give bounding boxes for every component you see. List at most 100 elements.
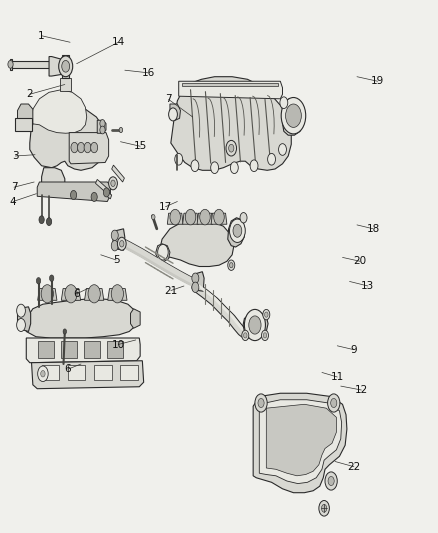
Circle shape	[100, 119, 105, 127]
Polygon shape	[32, 361, 144, 389]
Text: 7: 7	[165, 94, 172, 104]
Circle shape	[281, 98, 306, 134]
Text: 14: 14	[112, 37, 125, 47]
Text: 9: 9	[350, 345, 357, 354]
Text: 18: 18	[367, 224, 380, 234]
Circle shape	[100, 126, 105, 134]
Circle shape	[229, 144, 234, 152]
Polygon shape	[228, 218, 244, 247]
Polygon shape	[113, 229, 125, 251]
Circle shape	[46, 218, 52, 225]
Polygon shape	[112, 165, 124, 182]
Circle shape	[117, 237, 126, 251]
Circle shape	[328, 394, 340, 412]
Text: 12: 12	[355, 385, 368, 395]
Text: 13: 13	[361, 281, 374, 291]
Polygon shape	[60, 78, 71, 91]
Text: 22: 22	[347, 462, 360, 472]
Text: 7: 7	[11, 182, 18, 192]
Circle shape	[228, 260, 235, 270]
Circle shape	[230, 162, 238, 174]
Circle shape	[91, 142, 98, 153]
Polygon shape	[61, 341, 77, 358]
Polygon shape	[11, 61, 52, 68]
Circle shape	[49, 275, 54, 281]
Circle shape	[321, 504, 327, 512]
Polygon shape	[37, 182, 110, 201]
Polygon shape	[26, 299, 137, 338]
Circle shape	[119, 127, 123, 133]
Text: 17: 17	[159, 201, 172, 212]
Circle shape	[84, 142, 91, 153]
Polygon shape	[266, 405, 336, 476]
Circle shape	[62, 60, 70, 72]
Circle shape	[170, 209, 180, 225]
Circle shape	[331, 399, 337, 408]
Polygon shape	[26, 338, 140, 362]
Polygon shape	[120, 365, 138, 380]
Polygon shape	[108, 288, 127, 300]
Circle shape	[78, 142, 85, 153]
Polygon shape	[243, 312, 268, 337]
Circle shape	[152, 214, 155, 220]
Circle shape	[325, 472, 337, 490]
Circle shape	[91, 192, 97, 201]
Circle shape	[109, 177, 117, 190]
Polygon shape	[30, 103, 106, 171]
Polygon shape	[84, 341, 100, 358]
Polygon shape	[97, 120, 106, 133]
Circle shape	[17, 319, 25, 332]
Circle shape	[103, 188, 110, 197]
Polygon shape	[69, 133, 109, 164]
Circle shape	[279, 144, 286, 155]
Polygon shape	[171, 77, 291, 171]
Polygon shape	[62, 54, 69, 78]
Circle shape	[17, 304, 25, 317]
Circle shape	[263, 309, 270, 320]
Circle shape	[233, 224, 242, 237]
Polygon shape	[18, 104, 33, 128]
Polygon shape	[15, 118, 32, 131]
Circle shape	[328, 477, 334, 486]
Polygon shape	[42, 168, 65, 196]
Text: 3: 3	[12, 151, 19, 161]
Polygon shape	[253, 393, 347, 492]
Polygon shape	[105, 191, 112, 199]
Polygon shape	[194, 272, 204, 291]
Circle shape	[230, 263, 233, 268]
Circle shape	[255, 394, 267, 412]
Circle shape	[38, 366, 48, 382]
Polygon shape	[283, 99, 303, 135]
Circle shape	[41, 285, 53, 303]
Polygon shape	[167, 213, 183, 224]
Text: 15: 15	[134, 141, 147, 151]
Polygon shape	[49, 56, 65, 76]
Circle shape	[242, 330, 249, 341]
Circle shape	[8, 60, 13, 68]
Text: 2: 2	[26, 89, 33, 99]
Polygon shape	[179, 81, 283, 99]
Text: 6: 6	[64, 364, 71, 374]
Circle shape	[41, 370, 45, 377]
Polygon shape	[85, 288, 104, 300]
Circle shape	[240, 213, 247, 223]
Circle shape	[192, 282, 199, 293]
Circle shape	[230, 219, 245, 243]
Circle shape	[319, 500, 329, 516]
Text: 20: 20	[353, 256, 367, 266]
Text: 11: 11	[331, 372, 344, 382]
Circle shape	[120, 240, 124, 247]
Circle shape	[71, 190, 77, 199]
Circle shape	[88, 285, 100, 303]
Circle shape	[71, 142, 78, 153]
Circle shape	[175, 154, 183, 165]
Polygon shape	[38, 341, 54, 358]
Circle shape	[192, 273, 199, 284]
Text: 5: 5	[113, 255, 120, 265]
Polygon shape	[94, 365, 112, 380]
Polygon shape	[61, 288, 81, 300]
Polygon shape	[170, 104, 180, 120]
Polygon shape	[197, 213, 213, 224]
Text: 6: 6	[73, 289, 80, 299]
Circle shape	[191, 160, 199, 172]
